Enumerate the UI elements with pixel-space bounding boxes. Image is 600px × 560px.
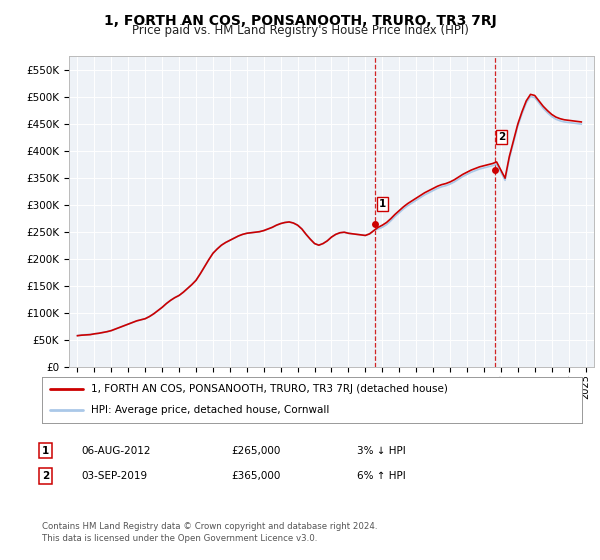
- Text: 1: 1: [379, 199, 386, 209]
- Text: £365,000: £365,000: [231, 471, 280, 481]
- Text: Contains HM Land Registry data © Crown copyright and database right 2024.
This d: Contains HM Land Registry data © Crown c…: [42, 522, 377, 543]
- Text: 1, FORTH AN COS, PONSANOOTH, TRURO, TR3 7RJ: 1, FORTH AN COS, PONSANOOTH, TRURO, TR3 …: [104, 14, 496, 28]
- Text: Price paid vs. HM Land Registry's House Price Index (HPI): Price paid vs. HM Land Registry's House …: [131, 24, 469, 37]
- Text: 06-AUG-2012: 06-AUG-2012: [81, 446, 151, 456]
- Text: £265,000: £265,000: [231, 446, 280, 456]
- Text: 2: 2: [42, 471, 49, 481]
- Text: 3% ↓ HPI: 3% ↓ HPI: [357, 446, 406, 456]
- Text: 1: 1: [42, 446, 49, 456]
- Text: 2: 2: [498, 132, 505, 142]
- Text: 03-SEP-2019: 03-SEP-2019: [81, 471, 147, 481]
- Text: HPI: Average price, detached house, Cornwall: HPI: Average price, detached house, Corn…: [91, 405, 329, 416]
- Text: 6% ↑ HPI: 6% ↑ HPI: [357, 471, 406, 481]
- Text: 1, FORTH AN COS, PONSANOOTH, TRURO, TR3 7RJ (detached house): 1, FORTH AN COS, PONSANOOTH, TRURO, TR3 …: [91, 384, 448, 394]
